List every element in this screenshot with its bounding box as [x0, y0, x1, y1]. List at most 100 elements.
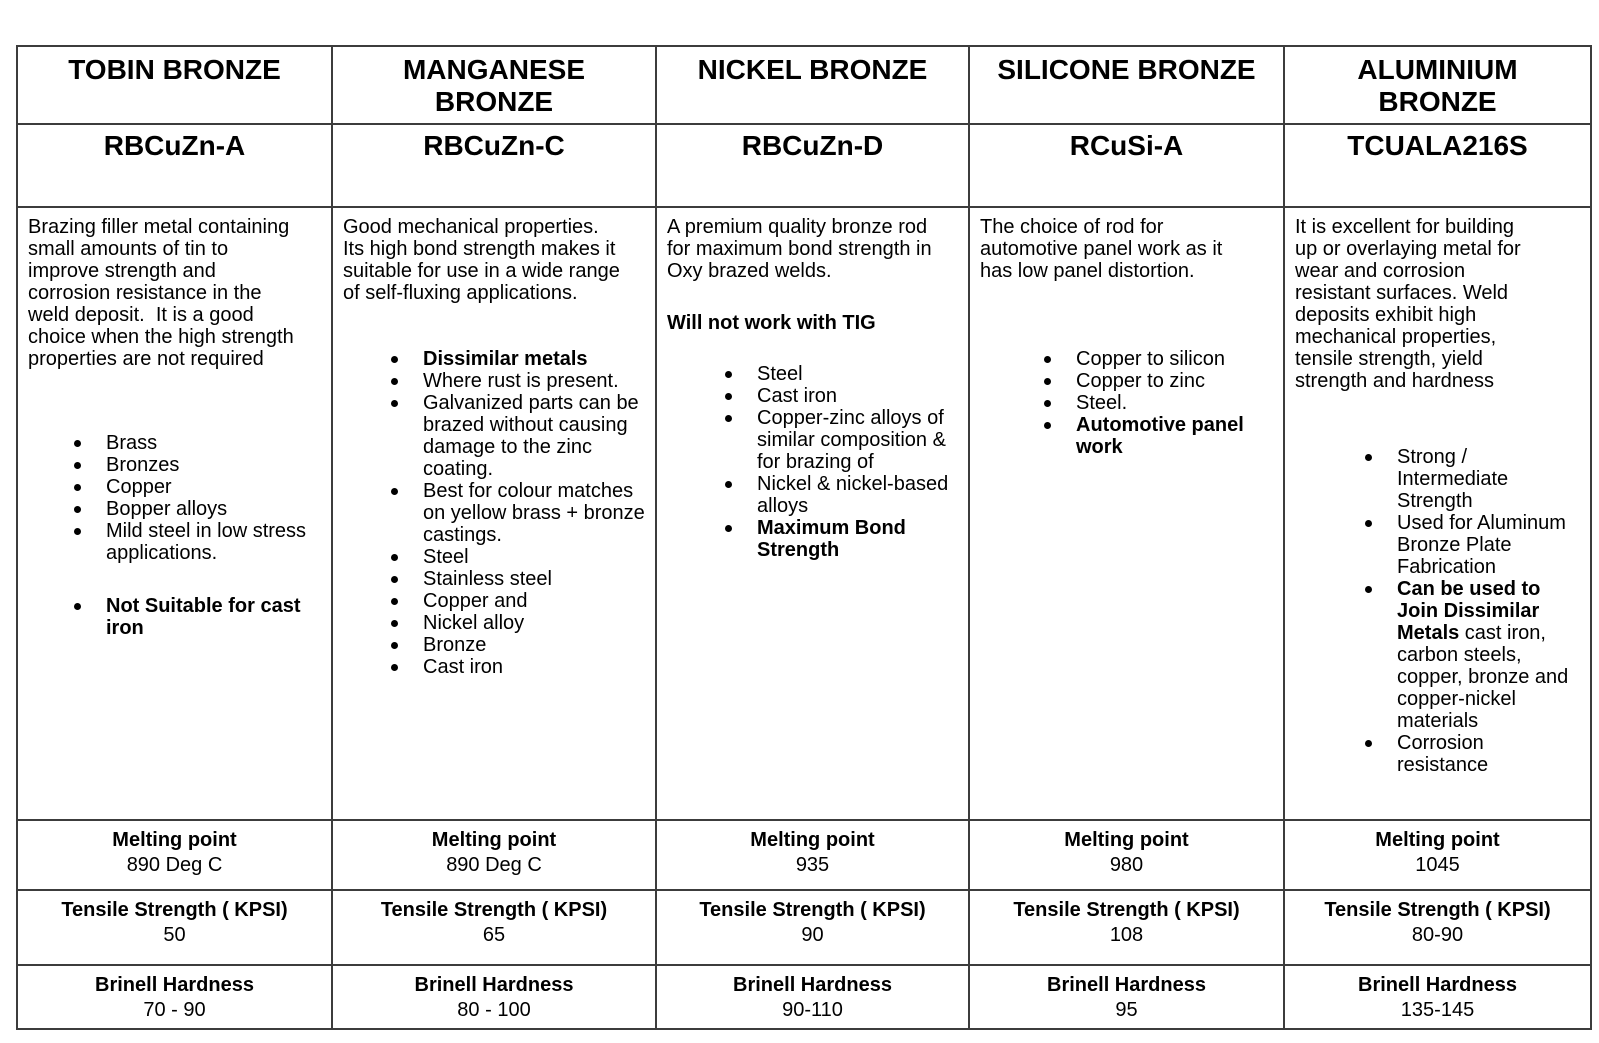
bullet-text: Bronzes — [106, 454, 180, 476]
alloy-code-cell: RBCuZn-D — [655, 123, 970, 208]
melting-point-label: Melting point — [1375, 829, 1500, 851]
tig-warning-note: Will not work with TIG — [667, 312, 876, 334]
bullet-item: Nickel alloy — [389, 612, 645, 634]
brinell-hardness-row: Brinell Hardness 70 - 90 Brinell Hardness… — [16, 964, 1592, 1030]
alloy-code: RBCuZn-D — [741, 130, 884, 161]
alloy-code-row: RBCuZn-A RBCuZn-C RBCuZn-D RCuSi-A TCUAL… — [16, 123, 1592, 208]
tensile-strength-label: Tensile Strength ( KPSI) — [1013, 899, 1240, 921]
bullet-item: Mild steel in low stress applications. — [72, 520, 321, 564]
application-list: Strong / Intermediate Strength Used for … — [1295, 446, 1580, 776]
alloy-code-cell: RBCuZn-C — [331, 123, 657, 208]
bullet-item: Steel — [723, 363, 958, 385]
melting-point-cell: Melting point 935 — [655, 819, 970, 891]
tensile-strength-cell: Tensile Strength ( KPSI) 65 — [331, 889, 657, 966]
bullet-item: Where rust is present. — [389, 370, 645, 392]
alloy-code-cell: TCUALA216S — [1283, 123, 1592, 208]
tensile-strength-value: 50 — [163, 924, 186, 946]
tensile-strength-label: Tensile Strength ( KPSI) — [1324, 899, 1551, 921]
melting-point-value: 980 — [1109, 854, 1144, 876]
description-row: Brazing filler metal containing small am… — [16, 206, 1592, 821]
melting-point-cell: Melting point 1045 — [1283, 819, 1592, 891]
bullet-item: Corrosion resistance — [1363, 732, 1580, 776]
bullet-text: Strong / Intermediate Strength — [1397, 446, 1509, 512]
warning-list: Not Suitable for cast iron — [28, 595, 321, 639]
brinell-hardness-cell: Brinell Hardness 135-145 — [1283, 964, 1592, 1030]
bullet-item: Bronzes — [72, 454, 321, 476]
bullet-item: Automotive panel work — [1042, 414, 1273, 458]
bullet-text: Galvanized parts can be brazed without c… — [423, 392, 639, 480]
alloy-code-cell: RCuSi-A — [968, 123, 1285, 208]
brinell-hardness-value: 90-110 — [782, 999, 843, 1021]
bullet-item: Steel — [389, 546, 645, 568]
bullet-text-bold: Not Suitable for cast iron — [106, 595, 301, 639]
brinell-hardness-cell: Brinell Hardness 80 - 100 — [331, 964, 657, 1030]
brinell-hardness-value: 70 - 90 — [143, 999, 206, 1021]
tensile-strength-value: 65 — [482, 924, 506, 946]
bullet-item: Copper-zinc alloys of similar compositio… — [723, 407, 958, 473]
description-paragraph: It is excellent for building up or overl… — [1295, 216, 1521, 392]
column-header-tobin-bronze: TOBIN BRONZE — [16, 45, 333, 125]
bullet-text: Copper — [106, 476, 172, 498]
description-cell-tobin: Brazing filler metal containing small am… — [16, 206, 333, 821]
column-header-manganese-bronze: MANGANESE BRONZE — [331, 45, 657, 125]
melting-point-cell: Melting point 980 — [968, 819, 1285, 891]
tensile-strength-label: Tensile Strength ( KPSI) — [61, 899, 288, 921]
bullet-item: Bronze — [389, 634, 645, 656]
tensile-strength-value: 90 — [801, 924, 824, 946]
bullet-text: Bopper alloys — [106, 498, 228, 520]
melting-point-label: Melting point — [112, 829, 237, 851]
tensile-strength-cell: Tensile Strength ( KPSI) 50 — [16, 889, 333, 966]
bullet-text: Mild steel in low stress applications. — [106, 520, 307, 564]
description-paragraph: Brazing filler metal containing small am… — [28, 216, 294, 370]
description-cell-manganese: Good mechanical properties. Its high bon… — [331, 206, 657, 821]
melting-point-value: 935 — [795, 854, 830, 876]
alloy-code: RBCuZn-A — [103, 130, 246, 161]
bullet-text: Cast iron — [423, 656, 504, 678]
bullet-item: Best for colour matches on yellow brass … — [389, 480, 645, 546]
bullet-text: Steel — [757, 363, 803, 385]
application-list: Copper to silicon Copper to zinc Steel. … — [980, 348, 1273, 458]
tensile-strength-cell: Tensile Strength ( KPSI) 80-90 — [1283, 889, 1592, 966]
bullet-text: Copper-zinc alloys of similar compositio… — [757, 407, 946, 473]
brinell-hardness-label: Brinell Hardness — [1358, 974, 1517, 996]
melting-point-row: Melting point 890 Deg C Melting point 890 … — [16, 819, 1592, 891]
bullet-item: Copper and — [389, 590, 645, 612]
alloy-code: RBCuZn-C — [423, 130, 565, 161]
melting-point-label: Melting point — [750, 829, 875, 851]
brinell-hardness-cell: Brinell Hardness 70 - 90 — [16, 964, 333, 1030]
melting-point-label: Melting point — [1064, 829, 1189, 851]
melting-point-value: 890 Deg C — [126, 854, 223, 876]
brinell-hardness-cell: Brinell Hardness 95 — [968, 964, 1285, 1030]
bullet-item: Cast iron — [723, 385, 958, 407]
bullet-item: Stainless steel — [389, 568, 645, 590]
description-paragraph: The choice of rod for automotive panel w… — [980, 216, 1223, 282]
bullet-item: Brass — [72, 432, 321, 454]
brinell-hardness-value: 135-145 — [1400, 999, 1475, 1021]
bullet-item: Copper — [72, 476, 321, 498]
column-title: ALUMINIUM BRONZE — [1357, 54, 1518, 117]
tensile-strength-cell: Tensile Strength ( KPSI) 108 — [968, 889, 1285, 966]
bullet-item: Bopper alloys — [72, 498, 321, 520]
bullet-item: Galvanized parts can be brazed without c… — [389, 392, 645, 480]
description-cell-aluminium: It is excellent for building up or overl… — [1283, 206, 1592, 821]
bullet-text-bold: Automotive panel work — [1076, 414, 1244, 458]
bullet-text: Copper to silicon — [1076, 348, 1225, 370]
bullet-item: Copper to silicon — [1042, 348, 1273, 370]
bullet-text: Copper to zinc — [1076, 370, 1205, 392]
brinell-hardness-label: Brinell Hardness — [1047, 974, 1206, 996]
melting-point-value: 890 Deg C — [446, 854, 542, 876]
bullet-text: Bronze — [423, 634, 487, 656]
melting-point-cell: Melting point 890 Deg C — [331, 819, 657, 891]
bullet-item: Maximum Bond Strength — [723, 517, 958, 561]
column-title: TOBIN BRONZE — [68, 54, 281, 85]
description-cell-nickel: A premium quality bronze rod for maximum… — [655, 206, 970, 821]
application-list: Steel Cast iron Copper-zinc alloys of si… — [667, 363, 958, 561]
bullet-item: Not Suitable for cast iron — [72, 595, 321, 639]
column-header-aluminium-bronze: ALUMINIUM BRONZE — [1283, 45, 1592, 125]
bullet-item: Cast iron — [389, 656, 645, 678]
bullet-text: Nickel & nickel-based alloys — [757, 473, 949, 517]
brinell-hardness-value: 80 - 100 — [457, 999, 531, 1021]
bullet-item: Copper to zinc — [1042, 370, 1273, 392]
melting-point-label: Melting point — [431, 829, 557, 851]
description-paragraph: Good mechanical properties. Its high bon… — [343, 216, 620, 304]
